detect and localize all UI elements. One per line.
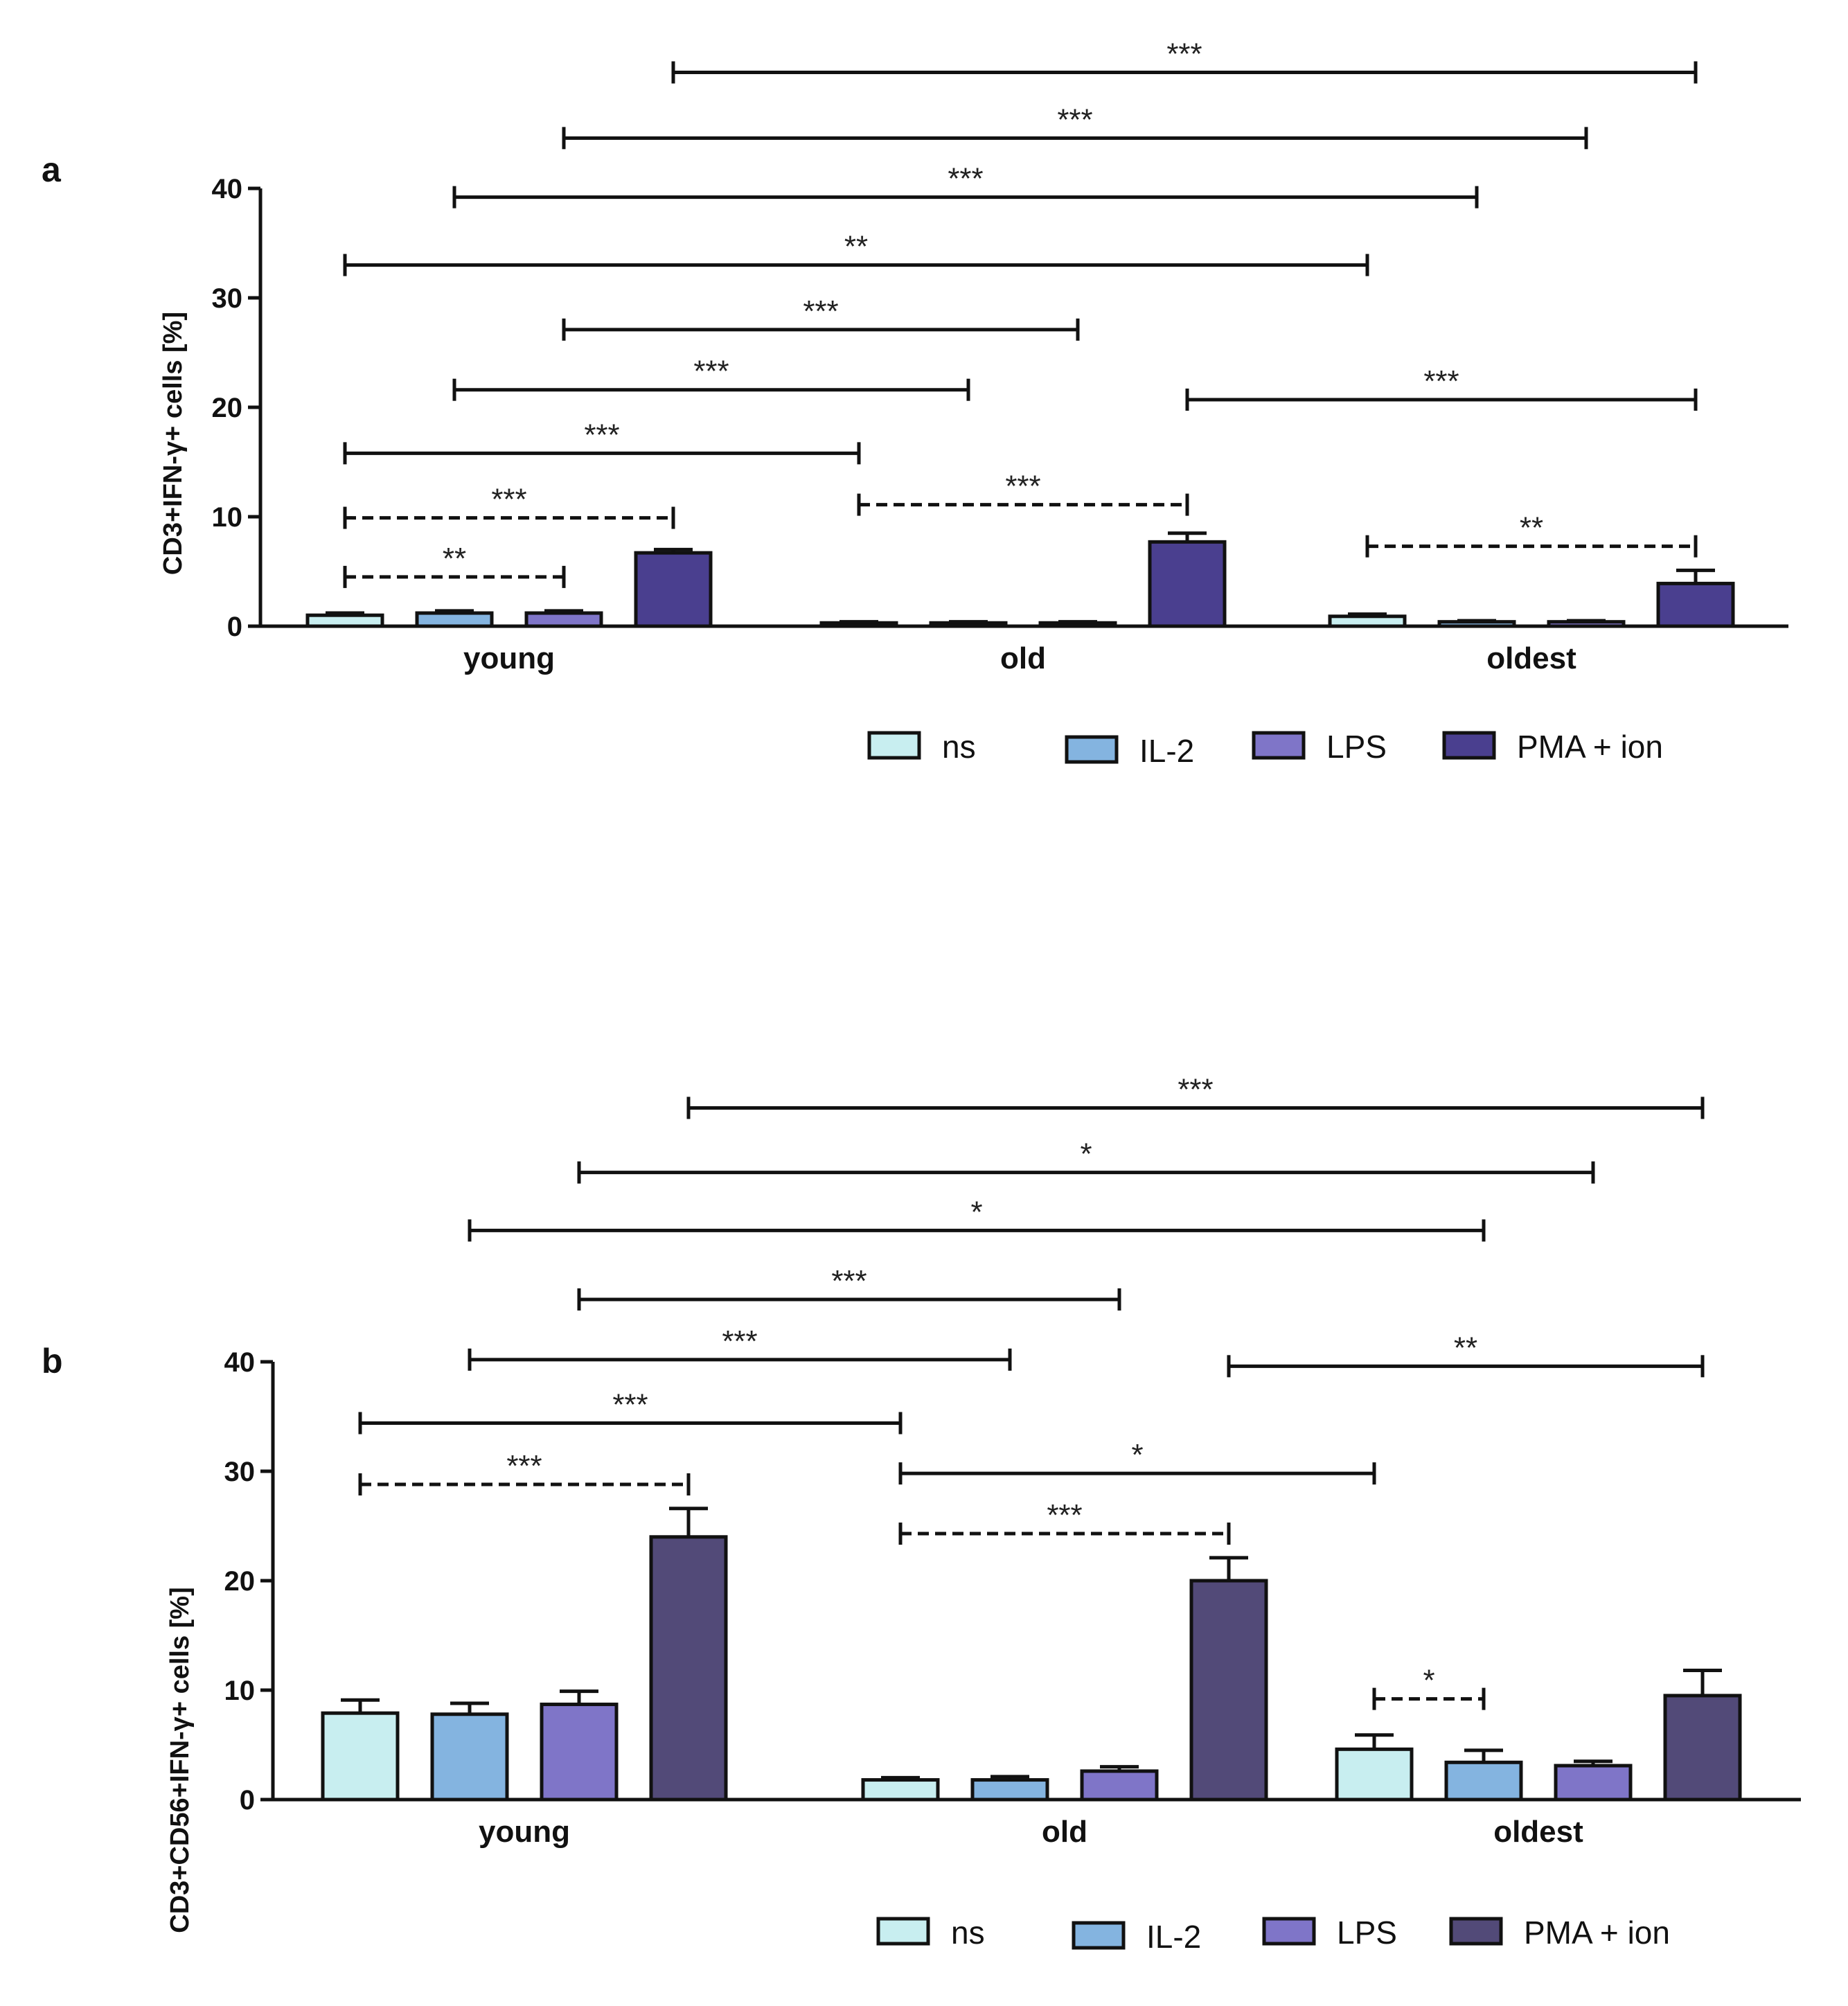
y-axis-label-b: CD3+CD56+IFN-γ+ cells [%] xyxy=(166,1587,195,1933)
y-tick-label: 40 xyxy=(224,1347,256,1378)
bar-lps-young xyxy=(524,611,603,628)
bar-ns-old xyxy=(861,1778,940,1802)
legend-swatch-il-2 xyxy=(1072,1921,1126,1950)
significance-label: *** xyxy=(1166,37,1202,71)
significance-label: * xyxy=(1423,1664,1434,1698)
significance-label: * xyxy=(1080,1137,1092,1171)
bar-pma-ion-oldest xyxy=(1663,1694,1742,1802)
chart-b-svg: b CD3+CD56+IFN-γ+ cells [%] 0 10 20 30 40 you… xyxy=(42,1072,1801,1955)
bar-lps-old xyxy=(1080,1769,1159,1802)
significance-label: * xyxy=(1131,1438,1143,1472)
y-axis-label-a: CD3+IFN-γ+ cells [%] xyxy=(159,312,188,575)
legend-swatch-pma-ion xyxy=(1449,1917,1503,1946)
bar-pma-ion-old xyxy=(1148,540,1227,628)
bar-pma-ion-oldest xyxy=(1656,581,1735,628)
y-tick-label: 30 xyxy=(224,1457,256,1487)
legend-swatch-ns xyxy=(876,1917,930,1946)
significance-label: *** xyxy=(612,1387,648,1421)
bar-pma-ion-young xyxy=(634,551,713,628)
legend-swatch-pma-ion xyxy=(1442,731,1496,760)
y-tick-label: 10 xyxy=(224,1676,256,1706)
y-tick-label: 10 xyxy=(212,502,243,533)
significance-label: ** xyxy=(443,542,466,576)
legend-a: ns IL-2 LPS PMA + ion xyxy=(867,729,1663,769)
bar-pma-ion-young xyxy=(649,1535,728,1802)
bar-lps-young xyxy=(540,1703,619,1802)
y-tick-label: 40 xyxy=(212,174,243,204)
chart-panel-b: b CD3+CD56+IFN-γ+ cells [%] 0 10 20 30 40 you… xyxy=(0,1005,1848,2003)
legend-swatch-lps xyxy=(1262,1917,1316,1946)
significance-label: *** xyxy=(506,1449,542,1483)
legend-label-il-2: IL-2 xyxy=(1139,733,1194,769)
y-tick-label: 0 xyxy=(227,612,242,642)
significance-label: ** xyxy=(1454,1331,1477,1365)
legend-swatch-lps xyxy=(1252,731,1306,760)
legend-label-lps: LPS xyxy=(1337,1915,1397,1951)
category-label-oldest: oldest xyxy=(1493,1815,1583,1849)
y-tick-label: 20 xyxy=(212,393,243,423)
y-tick-label: 20 xyxy=(224,1566,256,1597)
category-label-old: old xyxy=(1000,641,1046,675)
significance-label: *** xyxy=(1057,103,1092,136)
bar-il-2-old xyxy=(970,1778,1049,1802)
significance-label: *** xyxy=(584,418,619,452)
bars-b xyxy=(321,1507,1742,1802)
significance-label: *** xyxy=(722,1324,757,1358)
panel-label-a: a xyxy=(42,150,62,189)
category-label-young: young xyxy=(463,641,555,675)
significance-label: *** xyxy=(948,162,983,196)
axes-a: 0 10 20 30 40 young old oldest xyxy=(212,174,1788,675)
significance-label: *** xyxy=(693,355,729,389)
legend-label-pma-ion: PMA + ion xyxy=(1517,729,1663,765)
chart-panel-a: a CD3+IFN-γ+ cells [%] 0 10 20 30 40 young old… xyxy=(0,0,1848,997)
legend-label-ns: ns xyxy=(942,729,976,765)
significance-label: *** xyxy=(491,483,526,517)
significance-label: ** xyxy=(844,230,868,264)
significance-label: * xyxy=(970,1195,982,1229)
legend-label-il-2: IL-2 xyxy=(1146,1919,1201,1955)
category-label-old: old xyxy=(1042,1815,1087,1849)
bar-ns-young xyxy=(321,1711,400,1802)
significance-label: *** xyxy=(1178,1072,1213,1106)
significance-label: ** xyxy=(1520,511,1543,545)
bars-a xyxy=(305,531,1735,628)
significance-label: *** xyxy=(1047,1498,1082,1532)
chart-a-svg: a CD3+IFN-γ+ cells [%] 0 10 20 30 40 young old… xyxy=(42,37,1788,769)
bar-ns-oldest xyxy=(1335,1747,1414,1802)
bar-il-2-oldest xyxy=(1444,1760,1523,1802)
legend-label-lps: LPS xyxy=(1326,729,1387,765)
legend-swatch-ns xyxy=(867,731,921,760)
significance-label: *** xyxy=(1423,364,1459,398)
bar-il-2-young xyxy=(430,1712,509,1802)
legend-b: ns IL-2 LPS PMA + ion xyxy=(876,1915,1670,1955)
bar-lps-oldest xyxy=(1554,1764,1633,1802)
annotations-b: *********** ******** ***** xyxy=(358,1072,1705,1710)
legend-label-pma-ion: PMA + ion xyxy=(1524,1915,1670,1951)
bar-il-2-young xyxy=(415,611,494,628)
axes-b: 0 10 20 30 40 young old oldest xyxy=(224,1347,1801,1849)
legend-swatch-il-2 xyxy=(1065,735,1119,764)
annotations-a: ***************** ********* ******* xyxy=(343,37,1698,588)
legend-label-ns: ns xyxy=(951,1915,985,1951)
y-tick-label: 30 xyxy=(212,283,243,314)
bar-pma-ion-old xyxy=(1189,1579,1268,1802)
significance-label: *** xyxy=(803,294,838,328)
y-tick-label: 0 xyxy=(240,1785,255,1816)
category-label-young: young xyxy=(479,1815,570,1849)
significance-label: *** xyxy=(831,1264,867,1298)
significance-label: *** xyxy=(1005,470,1040,504)
panel-label-b: b xyxy=(42,1342,63,1381)
category-label-oldest: oldest xyxy=(1486,641,1576,675)
